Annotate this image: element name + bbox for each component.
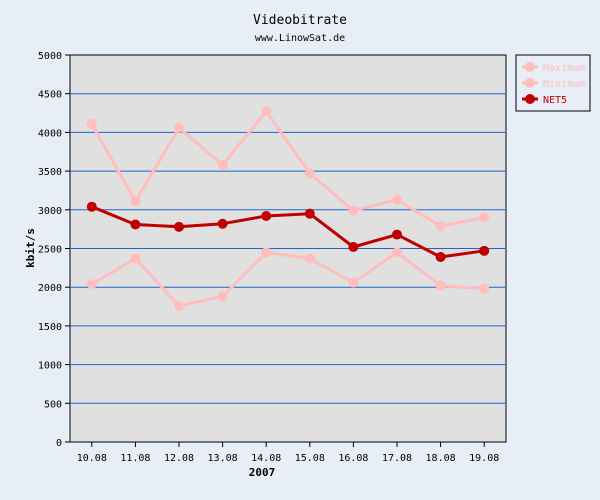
series-line — [91, 205, 485, 259]
y-tick-label: 2000 — [38, 283, 62, 294]
data-point — [261, 210, 272, 221]
y-tick-label: 4000 — [38, 128, 62, 139]
data-point — [304, 208, 315, 219]
chart-subtitle: www.LinowSat.de — [255, 33, 345, 44]
y-tick-label: 3000 — [38, 206, 62, 217]
x-tick-label: 12.08 — [164, 453, 194, 464]
legend-swatch-marker — [525, 94, 535, 104]
y-tick-label: 500 — [44, 399, 62, 410]
y-tick-label: 0 — [56, 438, 62, 449]
legend-swatch-marker — [525, 62, 535, 72]
x-tick-label: 17.08 — [382, 453, 412, 464]
data-point — [130, 253, 141, 264]
x-tick-label: 16.08 — [338, 453, 368, 464]
y-tick-label: 5000 — [38, 51, 62, 62]
series-line — [91, 250, 485, 308]
data-point — [217, 291, 228, 302]
data-point — [86, 201, 97, 212]
x-tick-label: 14.08 — [251, 453, 281, 464]
data-point — [261, 247, 272, 258]
data-point — [392, 229, 402, 240]
data-point — [479, 283, 490, 294]
x-tick-label: 18.08 — [426, 453, 456, 464]
data-point — [348, 277, 359, 288]
x-axis: 10.08 11.08 12.08 13.08 14.08 15.08 16.08 17.08… — [77, 442, 499, 464]
data-point — [435, 221, 446, 232]
x-tick-label: 10.08 — [77, 453, 107, 464]
legend-swatch-marker — [525, 78, 535, 88]
y-tick-label: 3500 — [38, 167, 62, 178]
data-point — [174, 300, 184, 311]
series-line — [90, 110, 485, 228]
data-point — [217, 159, 228, 170]
x-tick-label: 11.08 — [120, 453, 150, 464]
data-point — [304, 253, 315, 264]
data-point — [479, 245, 490, 256]
legend-label: Minimum — [543, 79, 585, 90]
legend-label: NET5 — [543, 95, 567, 106]
data-point — [130, 219, 141, 230]
gridlines — [70, 93, 506, 404]
x-tick-label: 15.08 — [295, 453, 325, 464]
data-point — [435, 252, 446, 263]
y-tick-label: 4500 — [38, 90, 62, 101]
legend: Maximum Minimum NET5 — [515, 54, 591, 112]
y-tick-label: 1000 — [38, 361, 62, 372]
data-point — [348, 205, 359, 216]
data-point — [261, 106, 272, 117]
y-axis: 0 500 1000 1500 2000 2500 3000 3500 4000 4500 5000 — [38, 51, 70, 449]
data-point — [435, 280, 446, 291]
y-tick-label: 2500 — [38, 245, 62, 256]
x-tick-label: 13.08 — [208, 453, 238, 464]
data-point — [174, 122, 184, 133]
data-point — [217, 218, 228, 229]
series-group — [86, 106, 490, 311]
data-point — [86, 118, 97, 129]
data-point — [392, 247, 402, 258]
data-point — [392, 194, 402, 205]
x-axis-label: 2007 — [249, 466, 276, 479]
y-tick-label: 1500 — [38, 322, 62, 333]
chart-title: Videobitrate — [253, 13, 347, 28]
data-point — [86, 279, 97, 290]
y-axis-label: kbit/s — [24, 228, 37, 268]
data-point — [130, 196, 141, 207]
x-tick-label: 19.08 — [469, 453, 499, 464]
data-point — [304, 168, 315, 179]
legend-label: Maximum — [543, 63, 585, 74]
data-point — [479, 212, 490, 223]
data-point — [174, 221, 184, 232]
data-point — [348, 241, 359, 252]
